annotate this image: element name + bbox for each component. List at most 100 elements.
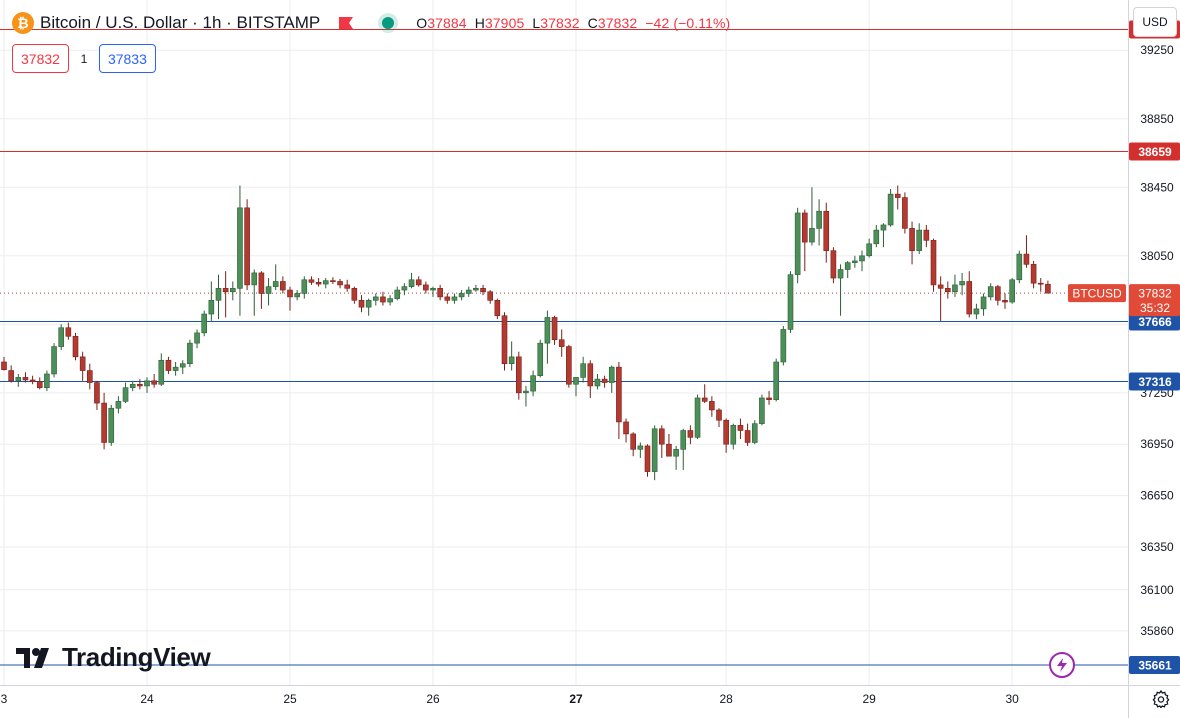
spread-value: 1 — [80, 51, 88, 66]
candle-up — [837, 269, 844, 279]
symbol-tag — [1068, 284, 1126, 303]
candle-up — [158, 359, 165, 385]
candle-up — [265, 286, 272, 294]
last-price-label: 37832 — [1138, 287, 1172, 301]
candle-down — [94, 382, 100, 404]
symbol-title[interactable]: Bitcoin / U.S. Dollar · 1h · BITSTAMP — [40, 13, 321, 32]
candle-down — [644, 445, 651, 472]
candle-down — [351, 288, 358, 301]
candle-up — [465, 289, 472, 294]
candle-down — [315, 282, 322, 285]
candle-up — [673, 449, 679, 457]
low-label: L — [532, 15, 541, 31]
candle-down — [744, 430, 751, 443]
candle-up — [523, 390, 529, 394]
candle-down — [415, 279, 422, 286]
candle-down — [566, 346, 572, 385]
candle-down — [894, 193, 901, 198]
candle-up — [129, 383, 136, 388]
y-tick-label: 36100 — [1140, 583, 1174, 597]
candle-down — [222, 288, 229, 293]
candle-down — [358, 300, 365, 308]
y-tick-label: 36350 — [1140, 540, 1174, 554]
candle-down — [587, 363, 594, 387]
candle-up — [873, 229, 880, 245]
level-price-label: 35661 — [1138, 658, 1172, 672]
candle-down — [22, 377, 29, 381]
candle-up — [580, 363, 586, 378]
lightning-icon[interactable] — [1049, 652, 1075, 678]
candle-down — [902, 197, 908, 229]
candle-down — [151, 380, 157, 385]
candle-up — [859, 255, 865, 262]
candle-down — [137, 383, 143, 387]
candle-down — [709, 401, 715, 411]
candle-down — [494, 300, 501, 317]
settings-gear-icon[interactable] — [1150, 688, 1172, 710]
candle-down — [444, 296, 451, 301]
candle-down — [909, 228, 915, 251]
candle-down — [501, 315, 508, 364]
candle-up — [608, 366, 615, 383]
candle-down — [737, 425, 744, 431]
sell-button[interactable]: 37832 — [12, 44, 69, 73]
candle-up — [637, 445, 644, 450]
level-price-tag — [1129, 372, 1180, 391]
x-tick-label: 26 — [426, 692, 440, 706]
candle-down — [1002, 300, 1008, 303]
candle-up — [694, 397, 701, 438]
candle-up — [237, 207, 243, 289]
candle-up — [451, 296, 458, 301]
currency-button[interactable]: USD — [1133, 7, 1177, 37]
candle-down — [380, 296, 386, 303]
candle-down — [701, 397, 708, 402]
level-price-label: 37316 — [1138, 375, 1172, 389]
candle-down — [723, 419, 729, 445]
symbol-header: ₿ Bitcoin / U.S. Dollar · 1h · BITSTAMP … — [12, 10, 730, 36]
candle-up — [1016, 253, 1023, 281]
candle-up — [759, 397, 765, 424]
candle-down — [623, 421, 629, 435]
trade-panel: 37832 1 37833 — [12, 44, 156, 73]
symbol-tag-label: BTCUSD — [1072, 287, 1122, 301]
level-price-tag — [1129, 142, 1180, 161]
tradingview-logo[interactable]: TradingView — [16, 642, 211, 673]
candle-down — [480, 288, 486, 293]
y-tick-label: 35860 — [1140, 624, 1174, 638]
buy-button[interactable]: 37833 — [98, 44, 156, 73]
candle-up — [680, 430, 687, 450]
candle-up — [751, 423, 758, 443]
close-value: 37832 — [597, 15, 638, 31]
candle-up — [952, 284, 958, 293]
candle-up — [651, 428, 658, 472]
x-tick-label: 28 — [719, 692, 733, 706]
candle-down — [823, 210, 830, 251]
candle-down — [658, 428, 665, 445]
flag-icon[interactable] — [338, 16, 354, 30]
x-tick-label: 3 — [1, 692, 8, 706]
level-price-tag — [1129, 655, 1180, 674]
candle-down — [79, 356, 86, 371]
candle-down — [72, 335, 79, 358]
y-tick-label: 36950 — [1140, 437, 1174, 451]
candle-down — [966, 281, 973, 315]
candle-up — [294, 293, 300, 298]
candle-up — [387, 298, 393, 303]
candle-up — [179, 363, 186, 368]
x-tick-label: 27 — [569, 692, 583, 706]
candle-up — [530, 375, 536, 392]
tradingview-mark-icon — [16, 647, 49, 668]
candle-up — [394, 289, 401, 299]
candle-up — [458, 293, 465, 298]
candle-up — [887, 193, 894, 226]
candle-up — [980, 296, 987, 310]
candle-up — [594, 378, 601, 387]
last-price-tag — [1129, 284, 1180, 317]
candle-up — [537, 342, 544, 376]
candle-down — [423, 284, 429, 291]
candle-up — [866, 243, 872, 257]
candle-up — [15, 377, 22, 382]
candle-down — [630, 433, 637, 450]
